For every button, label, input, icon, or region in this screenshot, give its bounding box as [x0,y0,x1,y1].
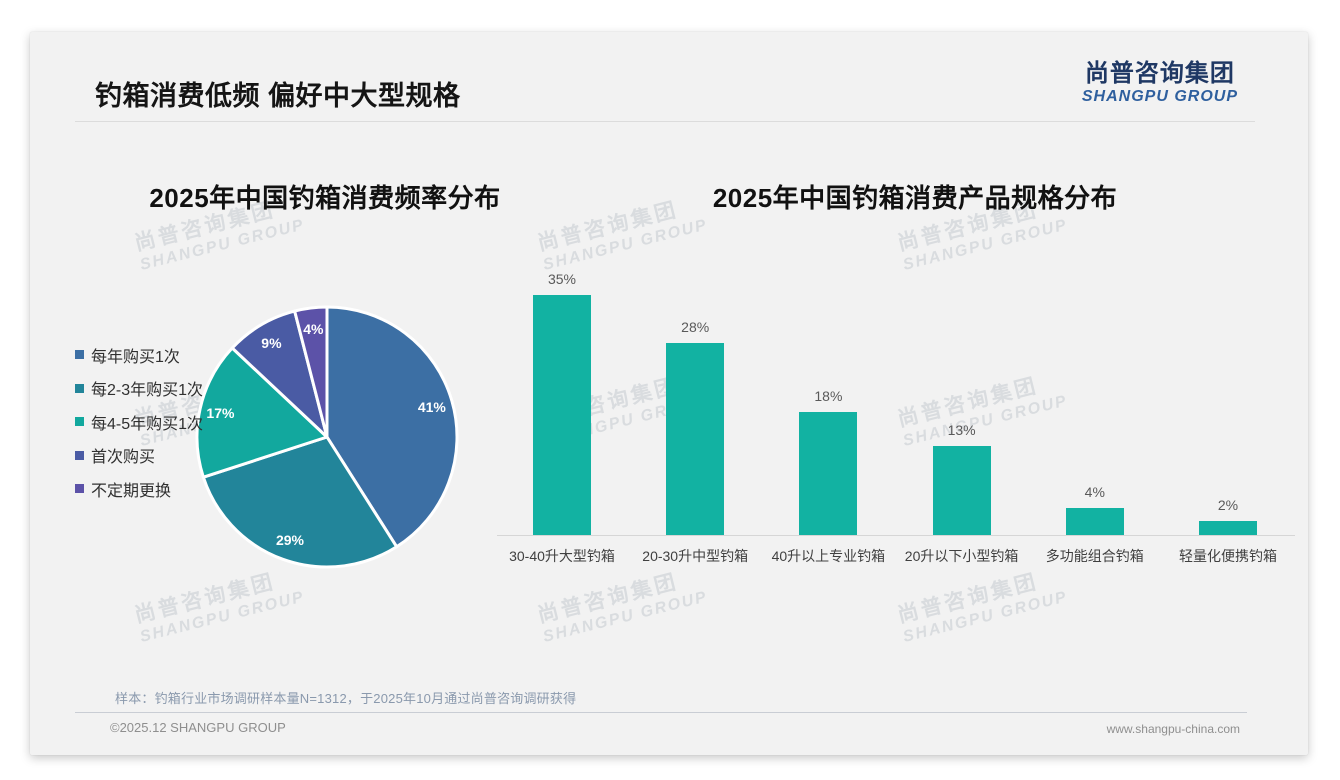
pie-data-label: 4% [303,320,324,337]
bar-category-label: 20-30升中型钓箱 [642,548,749,564]
pie-legend: 每年购买1次每2-3年购买1次 每4-5年购买1次 首次购买不定期更换 [75,338,203,506]
title-divider [75,121,1255,122]
pie-data-label: 9% [261,335,282,351]
pie-chart: 41% 29% 17% 9% 4% [182,292,472,582]
legend-item: 每2-3年购买1次 [75,372,203,406]
legend-swatch [75,350,84,360]
pie-data-label: 17% [206,405,235,422]
legend-label: 每4-5年购买1次 [91,415,204,433]
legend-item: 首次购买 [75,439,203,473]
pie-slice [201,435,399,569]
legend-item: 不定期更换 [75,472,203,506]
bar-value-label: 35% [547,271,577,287]
bar-category-label: 20升以下小型钓箱 [904,548,1019,564]
bar-chart: 35% 30-40升大型钓箱 28% 20-30升中型钓箱 18% 40升以上专业钓箱 13… [30,32,1308,755]
bar [932,446,991,535]
bar [533,295,591,535]
pie-chart-title: 2025年中国钓箱消费频率分布 [149,183,501,213]
company-logo: 尚普咨询集团 SHANGPU GROUP [1082,60,1238,106]
bar-value-label: 18% [814,388,843,404]
pie-slice [195,346,329,479]
website-url: www.shangpu-china.com [1106,722,1240,736]
bar-chart-title: 2025年中国钓箱消费产品规格分布 [712,183,1118,213]
legend-swatch [75,484,84,494]
bar [1065,508,1124,535]
bar-category-label: 多功能组合钓箱 [1045,548,1144,564]
legend-swatch [75,450,84,460]
footer-divider [75,712,1247,713]
bar [1199,521,1257,535]
bar [666,343,725,535]
source-note: 样本：钓箱行业市场调研样本量N=1312，于2025年10月通过尚普咨询调研获得 [115,691,577,706]
legend-item: 每年购买1次 [75,338,203,372]
bar-category-label: 轻量化便携钓箱 [1179,548,1277,564]
legend-label: 不定期更换 [91,482,172,500]
bar-value-label: 13% [947,422,976,438]
copyright-text: ©2025.12 SHANGPU GROUP [110,720,286,735]
page-title: 钓箱消费低频 偏好中大型规格 [95,81,461,111]
x-axis-line [497,535,1295,536]
legend-swatch [75,417,84,427]
logo-english-name: SHANGPU GROUP [1081,88,1238,105]
slide: 尚普咨询集团 SHANGPU GROUP 尚普咨询集团 SHANGPU GROUP 尚普… [30,32,1308,755]
pie-slice [293,305,329,439]
pie-data-label: 29% [275,531,305,548]
legend-item: 每4-5年购买1次 [75,405,203,439]
legend-label: 每年购买1次 [91,348,180,366]
legend-label: 每2-3年购买1次 [91,382,204,400]
bar-value-label: 28% [681,319,710,335]
pie-chart-svg [195,305,459,569]
bar-category-label: 40升以上专业钓箱 [771,548,886,564]
logo-chinese-name: 尚普咨询集团 [1084,60,1235,87]
pie-data-label: 41% [417,398,446,415]
bar [799,412,858,535]
bar-category-label: 30-40升大型钓箱 [509,548,615,564]
bar-value-label: 2% [1217,497,1239,513]
bar-value-label: 4% [1084,484,1105,500]
legend-swatch [75,383,84,393]
legend-label: 首次购买 [91,449,156,467]
